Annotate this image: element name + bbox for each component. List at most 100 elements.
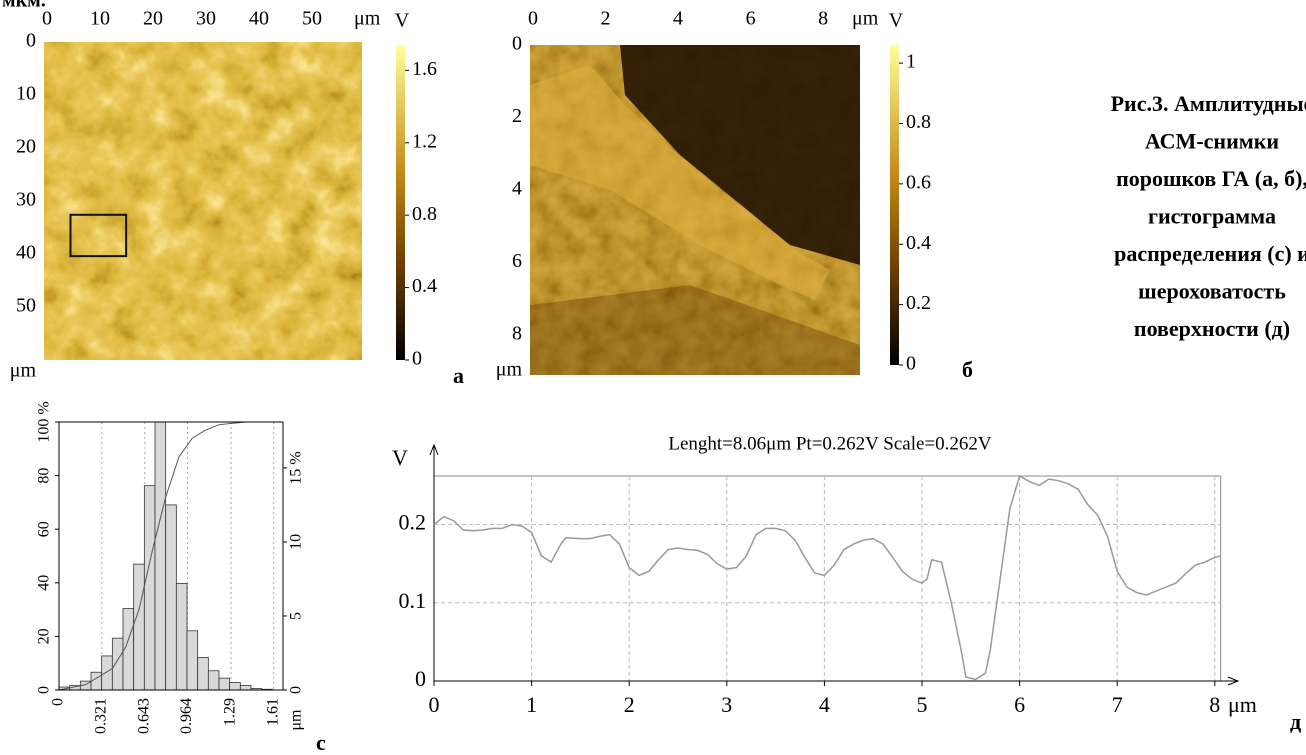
colorbar-tick-label: 0.6 (906, 171, 931, 193)
y-tick-label: 0 (512, 33, 522, 55)
x-tick-label: 1.29 (222, 698, 239, 726)
y-tick-label: 30 (16, 189, 36, 211)
y-tick-label: 0.2 (399, 510, 427, 535)
histogram-bar (229, 682, 241, 691)
x-tick-label: 2 (601, 8, 611, 30)
colorbar-tick-label: 1 (906, 51, 916, 73)
histogram-bar (133, 563, 145, 691)
y-arrow (429, 443, 439, 456)
x-tick-label: 0 (42, 8, 52, 30)
y2-tick-label: 15 % (288, 451, 305, 484)
y-tick-label: 100 % (36, 401, 53, 442)
histogram-bar (143, 485, 156, 691)
caption-line: порошков ГА (а, б), (1116, 166, 1306, 191)
x-unit: μm (288, 709, 305, 731)
x-tick-label: 30 (196, 8, 216, 30)
colorbar-tick-label: 0.2 (906, 292, 931, 314)
y-unit: μm (10, 360, 37, 382)
inset-box (69, 213, 128, 258)
caption-line: шероховатость (1138, 279, 1286, 304)
x-unit: μm (852, 8, 879, 30)
colorbar-tick-label: 0 (412, 348, 422, 370)
afm-image (44, 42, 362, 360)
profile-line (433, 474, 1221, 681)
y-tick-label: 50 (16, 295, 36, 317)
y-tick-label: 60 (36, 521, 53, 537)
y-tick-label: 0.1 (399, 588, 427, 613)
histogram-bar (239, 685, 252, 691)
caption-line: поверхности (д) (1134, 316, 1290, 341)
histogram-bar (165, 504, 177, 691)
y-tick-label: 0 (415, 666, 426, 691)
histogram-bar (90, 671, 103, 691)
x-tick-label: 0 (429, 692, 440, 717)
colorbar-tick-label: 1.6 (412, 58, 437, 80)
x-tick-label: 0 (50, 698, 67, 706)
y-label: V (392, 445, 408, 470)
y2-tick-label: 10 (288, 534, 305, 550)
x-tick-label: 0 (528, 8, 538, 30)
y-tick-label: 40 (36, 575, 53, 591)
y-tick-label: 80 (36, 468, 53, 484)
x-tick-label: 7 (1112, 692, 1123, 717)
x-tick-label: 50 (302, 8, 322, 30)
x-tick-label: 40 (249, 8, 269, 30)
colorbar-tick-label: 0.8 (412, 203, 437, 225)
colorbar (396, 45, 405, 360)
histogram-bar (186, 630, 199, 691)
x-unit: μm (354, 8, 381, 30)
x-tick-label: 2 (624, 692, 635, 717)
colorbar-tick-label: 0.4 (906, 232, 931, 254)
histogram-bar (111, 637, 124, 691)
panel-label: c (316, 730, 326, 755)
colorbar-tick-label: 0 (906, 353, 916, 375)
y-unit: μm (496, 359, 523, 381)
caption-line: распределения (с) и (1114, 241, 1306, 266)
panel-label: а (453, 363, 464, 388)
caption-line: АСМ-снимки (1145, 129, 1280, 154)
histogram-bar (154, 421, 167, 691)
y-tick-label: 20 (16, 136, 36, 158)
x-tick-label: 10 (90, 8, 110, 30)
colorbar (890, 45, 899, 365)
histogram-bar (101, 655, 113, 691)
x-tick-label: 3 (721, 692, 732, 717)
x-tick-label: 4 (673, 8, 683, 30)
x-unit: μm (1228, 692, 1257, 717)
header-fragment: мкм. (2, 0, 46, 12)
panel-label: б (962, 357, 973, 382)
y-tick-label: 40 (16, 242, 36, 264)
colorbar-tick-label: 1.2 (412, 130, 437, 152)
caption-line: гистограмма (1148, 204, 1276, 229)
plot-frame (58, 421, 284, 691)
chart-title: Lenght=8.06μm Pt=0.262V Scale=0.262V (668, 433, 992, 454)
dark-region (620, 45, 860, 265)
panel-label: д (1290, 709, 1301, 734)
cumulative-curve (58, 421, 283, 691)
y-tick-label: 10 (16, 83, 36, 105)
histogram-bar (218, 677, 231, 691)
y-tick-label: 2 (512, 105, 522, 127)
colorbar-label: V (395, 10, 410, 32)
x-tick-label: 1 (526, 692, 537, 717)
y-tick-label: 8 (512, 323, 522, 345)
x-arrow (1227, 676, 1240, 686)
y-tick-label: 4 (512, 178, 522, 200)
shadow-region (530, 285, 860, 375)
y-tick-label: 0 (26, 30, 36, 52)
bright-band (530, 65, 830, 300)
y2-tick-label: 0 (288, 686, 305, 694)
x-tick-label: 8 (1209, 692, 1220, 717)
x-tick-label: 6 (1014, 692, 1025, 717)
x-tick-label: 0.321 (92, 698, 109, 734)
x-tick-label: 5 (917, 692, 928, 717)
x-tick-label: 1.61 (264, 698, 281, 726)
x-tick-label: 4 (819, 692, 830, 717)
histogram-bar (207, 670, 220, 691)
x-tick-label: 0.964 (178, 698, 195, 734)
colorbar-tick-label: 0.8 (906, 111, 931, 133)
y-tick-label: 6 (512, 250, 522, 272)
colorbar-label: V (889, 10, 904, 32)
